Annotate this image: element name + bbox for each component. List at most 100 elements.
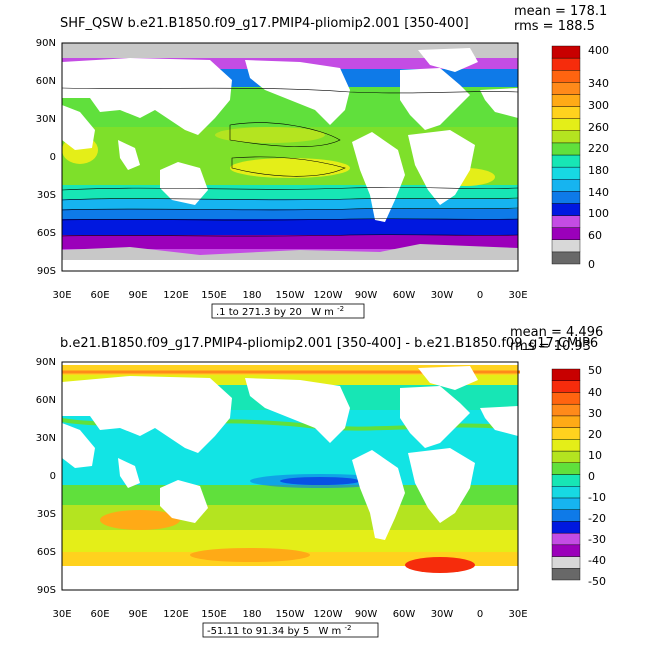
colorbar-swatch <box>551 380 581 393</box>
colorbar-swatch <box>551 94 581 107</box>
panel-2-title: b.e21.B1850.f09_g17.PMIP4-pliomip2.001 [… <box>60 336 598 351</box>
colorbar-swatch <box>551 497 581 510</box>
colorbar-label: 10 <box>588 449 602 462</box>
colorbar-swatch <box>551 568 581 581</box>
lon-label: 30W <box>431 609 454 620</box>
panel-1-units-exp: -2 <box>337 305 344 313</box>
panel-2-units: W m <box>318 626 341 637</box>
lat-label: 30S <box>37 190 56 201</box>
panel-1-map <box>61 42 519 272</box>
colorbar-swatch <box>551 251 581 265</box>
colorbar-label: 140 <box>588 186 609 199</box>
colorbar-swatch <box>551 57 581 71</box>
panel-2-lat-labels: 90N 60N 30N 0 30S 60S 90S <box>36 357 56 596</box>
colorbar-swatch <box>551 142 581 156</box>
colorbar-label: -40 <box>588 554 606 567</box>
lat-label: 0 <box>50 152 56 163</box>
lat-label: 60S <box>37 228 56 239</box>
panel-2-rms: rms = 10.93 <box>510 339 591 354</box>
colorbar-label: 220 <box>588 142 609 155</box>
colorbar-label: 60 <box>588 229 602 242</box>
lon-label: 120E <box>163 609 188 620</box>
colorbar-label: 30 <box>588 407 602 420</box>
colorbar-swatch <box>551 154 581 168</box>
panel-2: b.e21.B1850.f09_g17.PMIP4-pliomip2.001 [… <box>36 325 606 638</box>
panel-1-range-box: .1 to 271.3 by 20 W m -2 <box>211 303 365 319</box>
lon-label: 60W <box>393 609 416 620</box>
panel-2-units-exp: -2 <box>344 624 351 632</box>
lon-label: 60E <box>90 290 109 301</box>
colorbar-swatch <box>551 392 581 405</box>
colorbar-swatch <box>551 462 581 475</box>
panel-2-range-box: -51.11 to 91.34 by 5 W m -2 <box>202 622 379 638</box>
panel-2-lon-labels: 30E 60E 90E 120E 150E 180 150W 120W 90W … <box>52 609 527 620</box>
panel-1-lat-labels: 90N 60N 30N 0 30S 60S 90S <box>36 38 56 277</box>
lat-label: 30N <box>36 114 56 125</box>
panel-1-colorbar <box>551 45 581 265</box>
colorbar-swatch <box>551 179 581 192</box>
lat-label: 90S <box>37 585 56 596</box>
lon-label: 90W <box>355 290 378 301</box>
colorbar-swatch <box>551 191 581 204</box>
colorbar-swatch <box>551 239 581 253</box>
lon-label: 150W <box>276 609 305 620</box>
lon-label: 60W <box>393 290 416 301</box>
panel-1-lon-labels: 30E 60E 90E 120E 150E 180 150W 120W 90W … <box>52 290 527 301</box>
lon-label: 150W <box>276 290 305 301</box>
colorbar-label: -50 <box>588 575 606 588</box>
lon-label: 90E <box>128 290 147 301</box>
colorbar-swatch <box>551 415 581 428</box>
colorbar-label: -10 <box>588 491 606 504</box>
svg-text:-51.11 to 91.34 by 5 W: -51.11 to 91.34 by 5 W m -2 <box>207 624 351 637</box>
colorbar-label: 300 <box>588 99 609 112</box>
colorbar-label: 100 <box>588 207 609 220</box>
lon-label: 0 <box>477 609 483 620</box>
colorbar-swatch <box>551 118 581 131</box>
colorbar-swatch <box>551 82 581 95</box>
lat-label: 60S <box>37 547 56 558</box>
colorbar-swatch <box>551 532 581 546</box>
lat-label: 60N <box>36 395 56 406</box>
panel-1-mean: mean = 178.1 <box>514 4 607 19</box>
colorbar-swatch <box>551 486 581 499</box>
lat-label: 90N <box>36 38 56 49</box>
panel-1-rms: rms = 188.5 <box>514 19 595 34</box>
lon-label: 0 <box>477 290 483 301</box>
colorbar-label: 0 <box>588 258 595 271</box>
lat-label: 30N <box>36 433 56 444</box>
panel-2-map <box>61 361 520 591</box>
colorbar-swatch <box>551 45 581 59</box>
colorbar-swatch <box>551 556 581 569</box>
lon-label: 30E <box>508 609 527 620</box>
panel-1-title: SHF_QSW b.e21.B1850.f09_g17.PMIP4-pliomi… <box>60 16 469 31</box>
lon-label: 30E <box>508 290 527 301</box>
lon-label: 150E <box>201 290 226 301</box>
lon-label: 30W <box>431 290 454 301</box>
panel-2-colorbar <box>551 368 581 581</box>
colorbar-swatch <box>551 509 581 522</box>
lat-label: 60N <box>36 76 56 87</box>
colorbar-swatch <box>551 166 581 180</box>
panel-2-colorbar-labels: 50 40 30 20 10 0 -10 -20 -30 -40 -50 <box>588 364 606 588</box>
colorbar-label: 180 <box>588 164 609 177</box>
colorbar-swatch <box>551 70 581 83</box>
panel-1: SHF_QSW b.e21.B1850.f09_g17.PMIP4-pliomi… <box>36 4 609 319</box>
lon-label: 30E <box>52 290 71 301</box>
colorbar-label: 20 <box>588 428 602 441</box>
panel-2-mean: mean = 4.496 <box>510 325 603 340</box>
panel-1-colorbar-labels: 400 340 300 260 220 180 140 100 60 0 <box>588 44 609 271</box>
colorbar-label: 0 <box>588 470 595 483</box>
lat-label: 90N <box>36 357 56 368</box>
colorbar-label: 340 <box>588 77 609 90</box>
colorbar-swatch <box>551 368 581 381</box>
colorbar-swatch <box>551 215 581 228</box>
lon-label: 180 <box>242 609 261 620</box>
lon-label: 120W <box>314 290 343 301</box>
colorbar-swatch <box>551 439 581 452</box>
colorbar-swatch <box>551 403 581 417</box>
colorbar-swatch <box>551 521 581 534</box>
colorbar-swatch <box>551 106 581 119</box>
colorbar-swatch <box>551 544 581 557</box>
colorbar-swatch <box>551 227 581 240</box>
